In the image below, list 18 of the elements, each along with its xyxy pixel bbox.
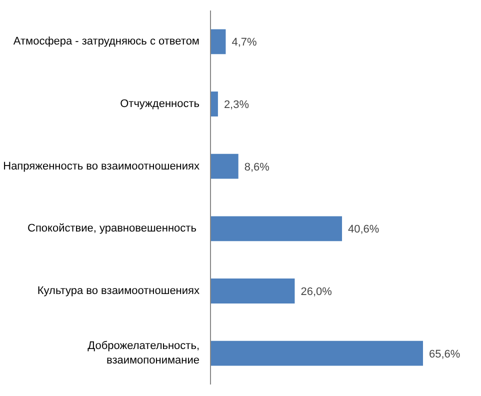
y-tick-label: Напряженность во взаимоотношениях (3, 160, 200, 172)
bar (210, 216, 342, 242)
bar (210, 29, 226, 54)
bar (210, 154, 238, 179)
y-tick-label: Доброжелательность, взаимопонимание (88, 340, 200, 367)
y-tick-label: Атмосфера - затрудняюсь с ответом (13, 36, 200, 48)
y-tick-label: Отчужденность (120, 98, 200, 110)
y-tick-label: Спокойствие, уравновешенность (28, 222, 197, 235)
bar (210, 340, 423, 366)
data-label: 40,6% (348, 224, 380, 236)
data-label: 4,7% (232, 36, 258, 49)
data-label: 2,3% (224, 99, 250, 111)
bar (210, 92, 218, 116)
bar (210, 278, 295, 304)
data-label: 8,6% (244, 161, 270, 174)
y-tick-label: Культура во взаимоотношениях (37, 285, 200, 297)
data-label: 65,6% (429, 348, 460, 360)
data-label: 26,0% (300, 286, 332, 298)
